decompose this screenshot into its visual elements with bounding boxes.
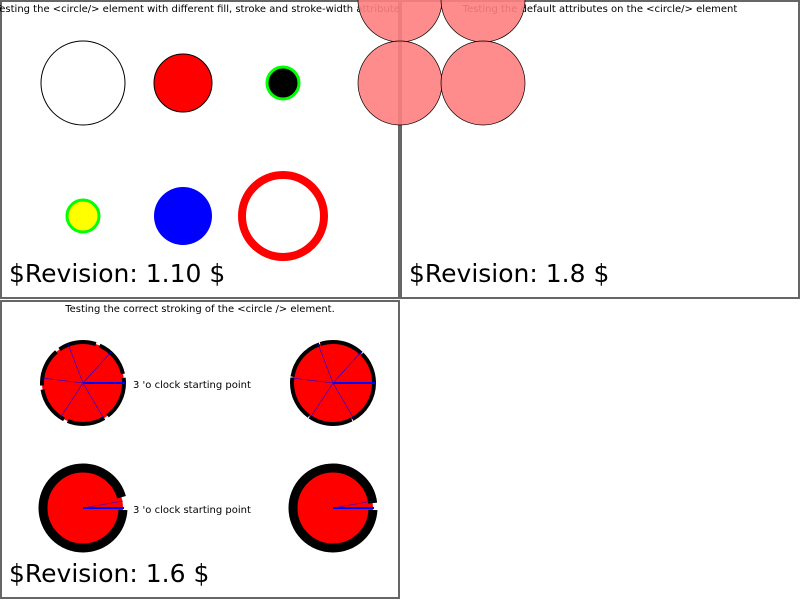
start-point-label: 3 'o clock starting point [133,380,251,391]
default-circle [440,40,526,126]
panel-title: Testing the default attributes on the <c… [462,4,738,15]
blue-circle [154,187,212,245]
red-circle [153,53,213,113]
default-circle [357,40,443,126]
panel-circle-stroking: Testing the correct stroking of the <cir… [0,300,400,599]
panel-default-attributes: Testing the default attributes on the <c… [357,0,800,299]
start-point-label: 3 'o clock starting point [133,505,251,516]
white-circle [40,40,126,126]
panel-title: Testing the <circle/> element with diffe… [0,4,405,15]
revision-label: $Revision: 1.10 $ [9,259,225,288]
red-ring-circle [238,171,328,261]
yellow-green-circle [65,198,101,234]
panel-circle-attributes: Testing the <circle/> element with diffe… [0,0,405,299]
black-green-circle [265,65,301,101]
revision-label: $Revision: 1.8 $ [409,259,609,288]
panel-title: Testing the correct stroking of the <cir… [64,304,335,315]
revision-label: $Revision: 1.6 $ [9,559,209,588]
